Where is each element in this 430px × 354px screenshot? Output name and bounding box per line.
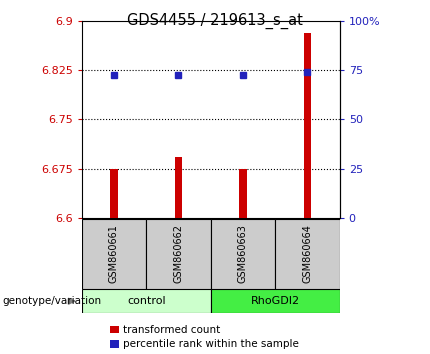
Text: genotype/variation: genotype/variation (2, 296, 101, 306)
Text: RhoGDI2: RhoGDI2 (251, 296, 300, 306)
Text: GSM860663: GSM860663 (238, 224, 248, 284)
Bar (82, 289, 211, 313)
Text: percentile rank within the sample: percentile rank within the sample (123, 339, 298, 349)
Bar (211, 289, 340, 313)
Text: control: control (127, 296, 166, 306)
Text: transformed count: transformed count (123, 325, 220, 335)
Text: GSM860664: GSM860664 (302, 224, 313, 284)
Bar (275, 219, 340, 289)
Bar (175, 157, 182, 218)
Bar (211, 219, 275, 289)
Text: GSM860661: GSM860661 (109, 224, 119, 284)
Bar (146, 219, 211, 289)
Bar (304, 33, 311, 218)
Bar (110, 169, 118, 218)
Bar (239, 169, 247, 218)
Text: GSM860662: GSM860662 (173, 224, 184, 284)
Text: GDS4455 / 219613_s_at: GDS4455 / 219613_s_at (127, 12, 303, 29)
Bar (82, 219, 146, 289)
